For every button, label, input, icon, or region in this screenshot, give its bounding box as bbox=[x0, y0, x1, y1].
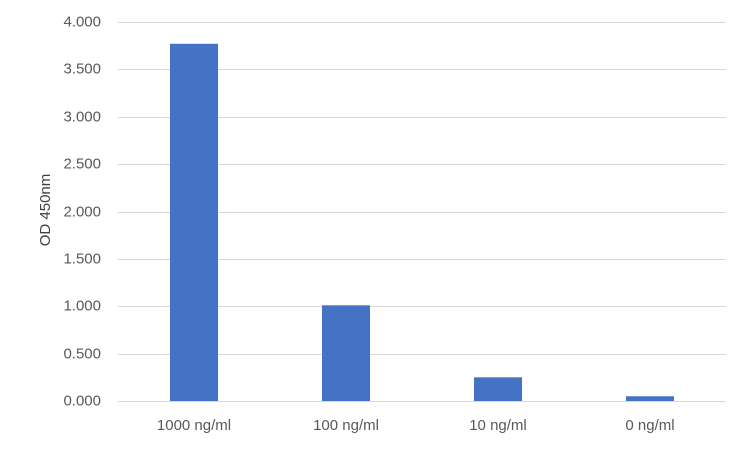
x-axis-tick-labels: 1000 ng/ml 100 ng/ml 10 ng/ml 0 ng/ml bbox=[157, 417, 675, 434]
x-tick-label: 10 ng/ml bbox=[469, 417, 527, 434]
y-tick-label: 2.000 bbox=[63, 203, 101, 220]
bar-3 bbox=[626, 396, 674, 401]
y-tick-label: 0.500 bbox=[63, 345, 101, 362]
y-tick-label: 0.000 bbox=[63, 392, 101, 409]
x-tick-label: 100 ng/ml bbox=[313, 417, 379, 434]
y-axis-title: OD 450nm bbox=[37, 174, 54, 247]
x-tick-label: 1000 ng/ml bbox=[157, 417, 231, 434]
x-tick-label: 0 ng/ml bbox=[625, 417, 674, 434]
y-tick-label: 2.500 bbox=[63, 155, 101, 172]
bars bbox=[170, 43, 674, 401]
y-tick-label: 1.000 bbox=[63, 297, 101, 314]
bar-1 bbox=[322, 305, 370, 401]
y-tick-label: 3.500 bbox=[63, 60, 101, 77]
y-tick-label: 4.000 bbox=[63, 13, 101, 30]
bar-2 bbox=[474, 377, 522, 401]
bar-0 bbox=[170, 43, 218, 401]
y-axis-tick-labels: 0.000 0.500 1.000 1.500 2.000 2.500 3.000 3.500… bbox=[63, 13, 101, 409]
y-tick-label: 3.000 bbox=[63, 108, 101, 125]
gridlines bbox=[118, 22, 726, 402]
y-tick-label: 1.500 bbox=[63, 250, 101, 267]
